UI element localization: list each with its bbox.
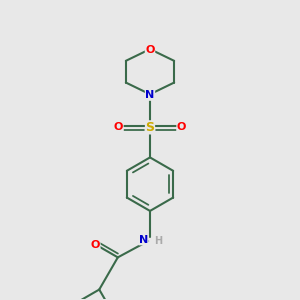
Text: O: O — [91, 240, 100, 250]
Text: H: H — [154, 236, 163, 246]
Text: N: N — [139, 235, 148, 245]
Text: O: O — [177, 122, 186, 132]
Text: O: O — [114, 122, 123, 132]
Text: O: O — [145, 45, 155, 55]
Text: S: S — [146, 121, 154, 134]
Text: N: N — [146, 90, 154, 100]
